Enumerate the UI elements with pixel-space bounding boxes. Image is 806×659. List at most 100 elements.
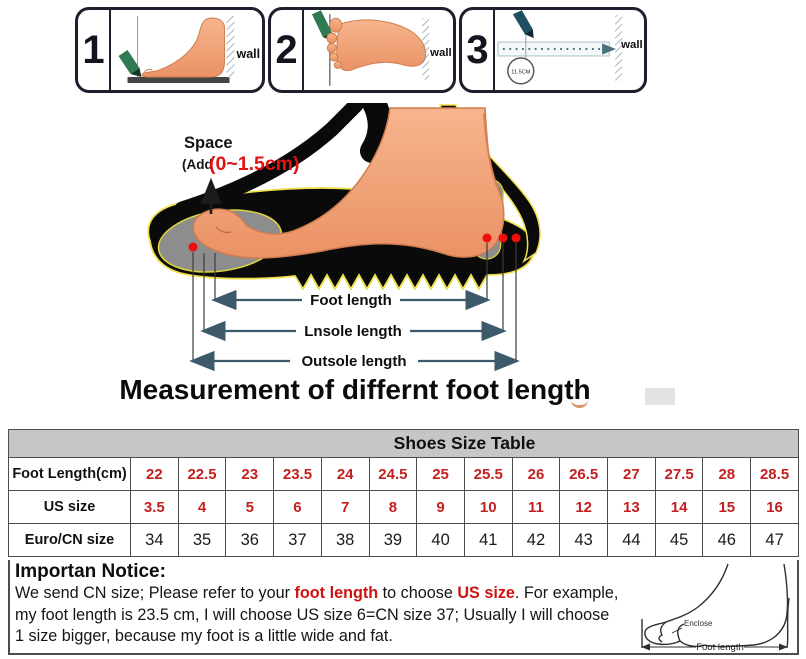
notice-foot-length-highlight: foot length (294, 584, 379, 602)
step-1-illustration: wall (118, 16, 261, 83)
enclose-label: Enclose (684, 619, 713, 628)
size-cell: 15 (702, 490, 752, 524)
measure-circle (507, 57, 535, 85)
pencil-tip (524, 29, 534, 39)
extension-lines (192, 243, 517, 360)
size-cell: 42 (511, 523, 561, 557)
main-foot-illustration: Foot length Lnsole length Outsole length… (147, 103, 541, 372)
toe (326, 32, 338, 44)
size-cell: 24.5 (368, 457, 418, 491)
size-cell: 27 (607, 457, 656, 491)
toe (333, 60, 342, 69)
notice-text: We send CN size; Please refer to your (15, 584, 295, 602)
toe (329, 52, 339, 62)
step-panel-1: 1 wall (75, 7, 265, 93)
ankle-front-band (360, 103, 392, 163)
size-cell: 36 (225, 523, 275, 557)
notice-foot-figure: Enclose Foot length (641, 563, 790, 652)
foot-outline (644, 563, 789, 648)
wall-label: wall (620, 39, 643, 51)
notice-line-2: my foot length is 23.5 cm, I will choose… (15, 605, 610, 624)
bare-foot (192, 107, 505, 259)
size-cell: 23.5 (273, 457, 322, 491)
foot-side-view (141, 17, 225, 78)
size-cell: 22 (130, 457, 179, 491)
size-cell: 5 (225, 490, 275, 524)
toe-detail (658, 621, 667, 643)
step-panel-3: 3 11.5CM wall (459, 7, 647, 93)
diagram-caption: Measurement of differnt foot length (119, 374, 591, 405)
size-cell: 25.5 (463, 457, 513, 491)
step-1-art: wall (111, 10, 262, 90)
notice-box: Importan Notice: We send CN size; Please… (8, 560, 799, 655)
size-row-label: Foot Length(cm) (8, 457, 131, 491)
size-cell: 37 (273, 523, 322, 557)
wall-label: wall (429, 47, 452, 59)
outsole-length-label: Outsole length (302, 353, 407, 370)
step-3-illustration: 11.5CM wall (497, 10, 643, 85)
big-toe (329, 17, 343, 33)
step-panel-2: 2 wall (268, 7, 456, 93)
size-cell: 28 (702, 457, 752, 491)
size-cell: 16 (750, 490, 799, 524)
measure-dot-heel-2 (498, 233, 508, 243)
size-cell: 41 (463, 523, 513, 557)
foot-length-figure-label: Foot length (696, 642, 744, 652)
size-cell: 25 (416, 457, 465, 491)
step-number: 3 (462, 10, 495, 90)
notice-text: to choose (378, 584, 458, 602)
size-cell: 44 (607, 523, 656, 557)
size-table-body: Foot Length(cm) 22 22.5 23 23.5 24 24.5 25 25.5 2… (8, 457, 799, 557)
shoe-instep-band (174, 103, 364, 217)
size-cell: 43 (559, 523, 609, 557)
wall-label: wall (236, 47, 261, 61)
size-cell: 40 (416, 523, 465, 557)
toe-cleft (215, 226, 232, 234)
step-3-art: 11.5CM wall (495, 10, 644, 90)
size-cell: 45 (654, 523, 704, 557)
size-cell: 11 (511, 490, 561, 524)
size-cell: 12 (559, 490, 609, 524)
wall-hatch (422, 18, 430, 80)
wall-hatch (615, 15, 623, 81)
step-number: 1 (78, 10, 111, 90)
size-cell: 22.5 (177, 457, 227, 491)
size-cell: 3.5 (130, 490, 179, 524)
size-cell: 39 (368, 523, 418, 557)
size-table-title: Shoes Size Table (8, 429, 799, 458)
size-cell: 34 (130, 523, 179, 557)
size-cell: 8 (368, 490, 418, 524)
step-number: 2 (271, 10, 304, 90)
step-2-art: wall (304, 10, 453, 90)
measure-dot-heel-3 (511, 233, 521, 243)
size-cell: 46 (702, 523, 752, 557)
measurement-arrows (189, 289, 520, 372)
size-table-row: Euro/CN size 34 35 36 37 38 39 40 41 42 43 44 45 46 47 (8, 523, 799, 557)
pencil-tip (130, 68, 142, 77)
leg-shading (483, 112, 499, 190)
size-cell: 7 (320, 490, 370, 524)
shoes-size-table: Shoes Size Table Foot Length(cm) 22 22.5 23… (8, 429, 799, 557)
foot-length-label: Foot length (310, 292, 392, 309)
size-cell: 10 (463, 490, 513, 524)
measure-dot-heel-1 (482, 233, 492, 243)
size-table-row: Foot Length(cm) 22 22.5 23 23.5 24 24.5 25 25.5 2… (8, 457, 799, 491)
size-cell: 27.5 (654, 457, 704, 491)
size-cell: 9 (416, 490, 465, 524)
size-cell: 13 (607, 490, 656, 524)
size-row-label: Euro/CN size (8, 523, 131, 557)
insole-length-label: Lnsole length (304, 323, 402, 340)
artifact-orange-mark (571, 400, 588, 408)
space-add-value: (0~1.5cm) (209, 153, 300, 175)
size-cell: 24 (320, 457, 370, 491)
pencil-icon (118, 50, 140, 74)
size-cell: 23 (225, 457, 275, 491)
foot-top-view (336, 19, 427, 72)
notice-text: . For example, (514, 584, 619, 602)
size-cell: 14 (654, 490, 704, 524)
step-2-illustration: wall (311, 10, 452, 86)
pencil-icon (311, 10, 332, 38)
wall-hatch (226, 16, 235, 78)
toe (326, 43, 337, 53)
